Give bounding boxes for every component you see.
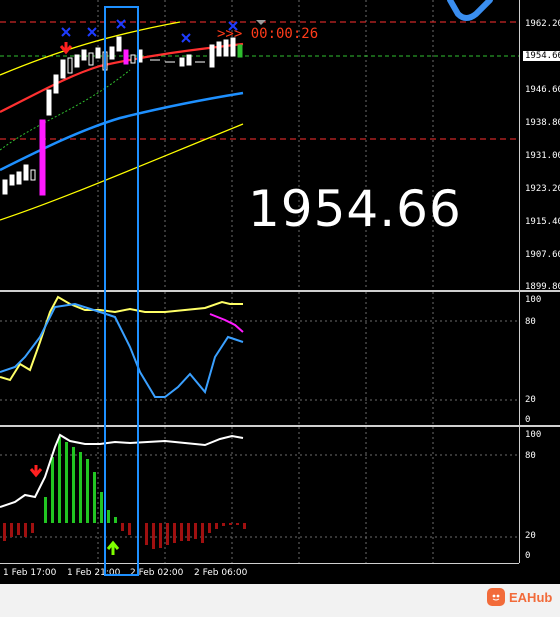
price-tick: 1907.60 — [525, 250, 560, 260]
d-line — [0, 302, 244, 398]
stochastic-axis[interactable]: 100 80 20 0 — [519, 292, 560, 425]
histogram-canvas — [0, 427, 519, 563]
red-ma-line — [0, 42, 244, 113]
eahub-logo: EAHub — [487, 588, 552, 606]
price-tick: 1915.40 — [525, 217, 560, 227]
upper-band-line — [0, 21, 181, 76]
price-chart-pane[interactable]: >>> 00:00:26 1954.66 — [0, 0, 519, 290]
dotted-trend-line — [0, 69, 131, 151]
osc-tick: 20 — [525, 395, 536, 405]
osc-tick: 100 — [525, 430, 542, 440]
pane-separator[interactable] — [0, 290, 560, 292]
price-tick: 1931.00 — [525, 151, 560, 161]
histogram-pane[interactable] — [0, 427, 519, 563]
k-line — [0, 295, 243, 382]
price-tick: 1962.20 — [525, 19, 560, 29]
time-label: 2 Feb 02:00 — [130, 568, 184, 578]
osc-tick: 0 — [525, 551, 531, 561]
current-price-tag: 1954.66 — [523, 51, 560, 61]
current-price-display: 1954.66 — [248, 180, 462, 238]
blue-ma-line — [0, 91, 244, 172]
price-tick: 1938.80 — [525, 118, 560, 128]
eahub-logo-text: EAHub — [509, 589, 553, 605]
x-marker-icon — [61, 19, 238, 43]
oscillator-line — [0, 433, 244, 508]
bar-countdown: >>> 00:00:26 — [217, 26, 319, 42]
signal-line — [209, 313, 244, 333]
price-marker-icon — [256, 20, 266, 25]
time-label: 2 Feb 06:00 — [194, 568, 248, 578]
price-axis[interactable]: 1962.20 1954.66 1946.60 1938.80 1931.00 … — [519, 0, 560, 292]
osc-tick: 100 — [525, 295, 542, 305]
price-tick: 1923.20 — [525, 184, 560, 194]
stochastic-pane[interactable] — [0, 292, 519, 425]
lower-band-line — [0, 123, 244, 221]
eahub-logo-icon — [487, 588, 505, 606]
osc-tick: 80 — [525, 451, 536, 461]
time-axis[interactable]: 1 Feb 17:00 1 Feb 21:00 2 Feb 02:00 2 Fe… — [0, 563, 519, 584]
time-label: 1 Feb 21:00 — [67, 568, 121, 578]
sell-arrow-icon — [29, 465, 43, 478]
price-tick: 1946.60 — [525, 85, 560, 95]
buy-arrow-icon — [106, 540, 120, 555]
osc-tick: 80 — [525, 317, 536, 327]
osc-tick: 0 — [525, 415, 531, 425]
price-tick: 1899.80 — [525, 282, 560, 292]
histogram-axis[interactable]: 100 80 20 0 — [519, 427, 560, 563]
price-chart-canvas — [0, 0, 519, 290]
logo-icon — [447, 0, 493, 21]
pane-separator[interactable] — [0, 425, 560, 427]
histogram-bars — [44, 437, 117, 523]
status-bar — [0, 584, 560, 617]
sell-arrow-icon — [59, 42, 73, 55]
time-label: 1 Feb 17:00 — [3, 568, 57, 578]
osc-tick: 20 — [525, 531, 536, 541]
candles — [2, 36, 243, 196]
highlight-box — [104, 6, 139, 576]
stochastic-canvas — [0, 292, 519, 425]
